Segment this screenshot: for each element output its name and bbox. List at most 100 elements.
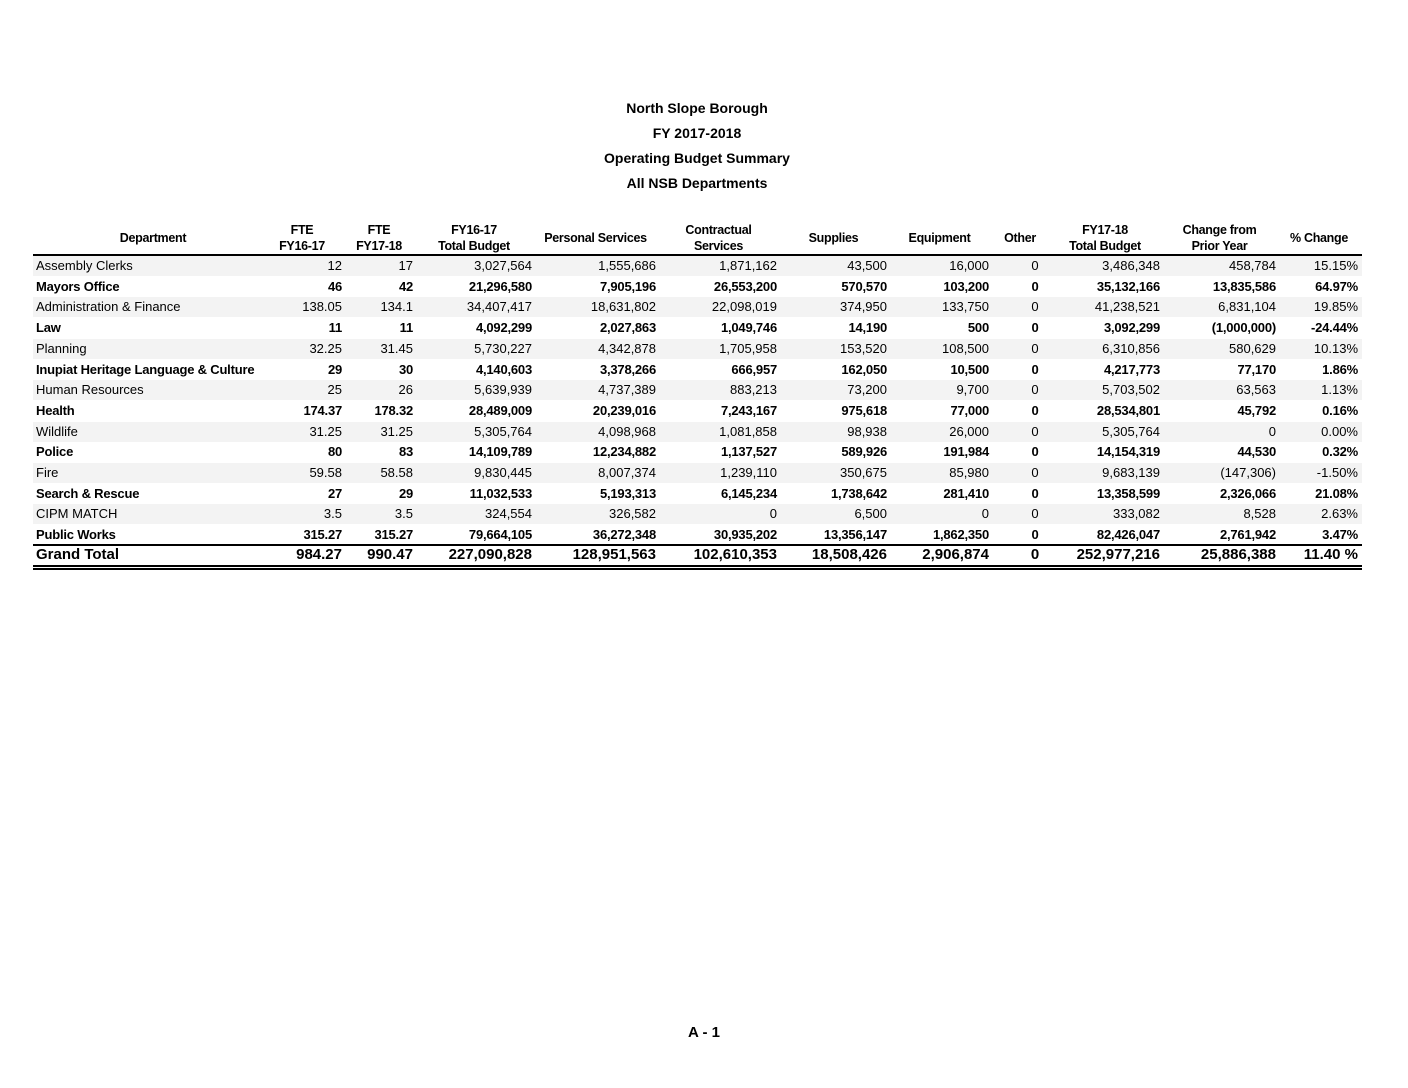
- row-background: [33, 463, 1362, 483]
- table-cell: 0: [1031, 485, 1039, 501]
- table-cell: 15.15%: [1313, 258, 1358, 273]
- total-cell: Grand Total: [36, 546, 120, 563]
- table-cell: 458,784: [1229, 258, 1276, 273]
- table-cell: 82,426,047: [1096, 527, 1160, 543]
- table-cell: 12: [327, 258, 342, 273]
- row-background: [33, 297, 1362, 318]
- table-cell: 0: [1268, 423, 1276, 439]
- table-cell: 63,563: [1236, 382, 1276, 398]
- column-header: Prior Year: [1191, 239, 1248, 253]
- table-cell: 32.25: [309, 340, 342, 356]
- table-cell: 133,750: [942, 299, 989, 315]
- table-cell: (147,306): [1220, 465, 1276, 480]
- table-cell: 9,700: [956, 382, 989, 398]
- title: FY 2017-2018: [652, 125, 742, 141]
- table-cell: 11,032,533: [469, 485, 533, 501]
- table-cell: 18,631,802: [590, 299, 656, 315]
- table-cell: Police: [36, 444, 74, 460]
- column-header: Contractual: [685, 223, 752, 237]
- table-cell: 0: [981, 506, 989, 522]
- table-cell: 4,737,389: [598, 382, 656, 398]
- table-cell: 28,534,801: [1096, 402, 1160, 418]
- table-cell: 6,145,234: [720, 485, 777, 501]
- table-cell: 8,528: [1243, 506, 1276, 522]
- table-cell: (1,000,000): [1211, 320, 1276, 336]
- table-cell: 10,500: [950, 361, 989, 377]
- table-cell: 13,835,586: [1212, 278, 1276, 294]
- table-cell: 21.08%: [1315, 485, 1358, 501]
- table-cell: 16,000: [949, 258, 989, 273]
- table-cell: 103,200: [943, 278, 989, 294]
- row-background: [33, 338, 1362, 359]
- table-cell: 1,738,642: [830, 485, 887, 501]
- table-cell: 666,957: [731, 361, 777, 377]
- total-cell: 11.40 %: [1303, 546, 1358, 563]
- table-cell: 134.1: [380, 299, 413, 315]
- table-cell: 22,098,019: [711, 299, 777, 315]
- table-cell: 0.00%: [1321, 423, 1358, 439]
- table-cell: 9,683,139: [1102, 465, 1160, 480]
- table-cell: 0: [1031, 402, 1039, 418]
- table-cell: 108,500: [942, 340, 989, 356]
- table-cell: Health: [36, 402, 75, 418]
- table-cell: 29: [327, 361, 342, 377]
- table-cell: 0: [1031, 506, 1039, 522]
- table-cell: 29: [398, 485, 413, 501]
- column-header: Supplies: [808, 231, 859, 245]
- total-cell: 18,508,426: [811, 546, 887, 563]
- table-cell: 10.13%: [1313, 340, 1358, 356]
- table-cell: Mayors Office: [36, 278, 120, 294]
- table-cell: 281,410: [943, 485, 989, 501]
- table-cell: 43,500: [847, 258, 887, 273]
- total-cell: 984.27: [296, 546, 342, 563]
- table-cell: 5,703,502: [1102, 382, 1160, 398]
- table-cell: 883,213: [730, 382, 777, 398]
- table-cell: 36,272,348: [592, 527, 656, 543]
- table-cell: 83: [398, 444, 413, 460]
- header-rule: [33, 254, 1362, 256]
- table-cell: Human Resources: [36, 382, 144, 398]
- table-cell: 6,500: [854, 506, 887, 522]
- table-cell: 0.16%: [1322, 402, 1358, 418]
- total-cell: 990.47: [367, 546, 413, 563]
- table-cell: 73,200: [847, 382, 887, 398]
- table-cell: 1,555,686: [598, 258, 656, 273]
- table-cell: 589,926: [841, 444, 887, 460]
- table-cell: 4,342,878: [598, 340, 656, 356]
- table-cell: 2,027,863: [599, 320, 656, 336]
- column-header: Equipment: [908, 231, 971, 245]
- column-header: FTE: [290, 223, 314, 237]
- table-cell: 1,049,746: [720, 320, 777, 336]
- table-cell: 0: [1031, 361, 1039, 377]
- row-background: [33, 256, 1362, 276]
- table-cell: 2,761,942: [1219, 527, 1276, 543]
- table-cell: 30,935,202: [713, 527, 777, 543]
- column-header: Services: [693, 239, 744, 253]
- table-cell: 1,871,162: [719, 258, 777, 273]
- table-cell: 500: [967, 320, 989, 336]
- table-cell: 5,730,227: [474, 340, 532, 356]
- table-cell: 4,140,603: [475, 361, 532, 377]
- table-cell: 0: [1031, 423, 1039, 439]
- table-cell: 11: [399, 320, 414, 336]
- total-double-rule: [33, 568, 1362, 570]
- table-cell: 6,310,856: [1102, 340, 1160, 356]
- table-cell: 8,007,374: [598, 465, 656, 480]
- table-cell: 570,570: [841, 278, 887, 294]
- table-cell: 3.47%: [1322, 527, 1358, 543]
- table-cell: 26,000: [949, 423, 989, 439]
- table-cell: 44,530: [1237, 444, 1276, 460]
- table-cell: Law: [36, 320, 61, 336]
- table-cell: 0: [1031, 465, 1039, 480]
- table-cell: Search & Rescue: [36, 485, 140, 501]
- table-cell: 58.58: [380, 465, 413, 480]
- table-cell: 4,092,299: [475, 320, 532, 336]
- table-cell: 580,629: [1229, 340, 1276, 356]
- table-cell: 80: [327, 444, 342, 460]
- column-header: FY16-17: [279, 239, 325, 253]
- table-cell: 34,407,417: [466, 299, 532, 315]
- table-cell: 11: [328, 320, 343, 336]
- table-cell: 1,705,958: [719, 340, 777, 356]
- table-cell: 59.58: [309, 465, 342, 480]
